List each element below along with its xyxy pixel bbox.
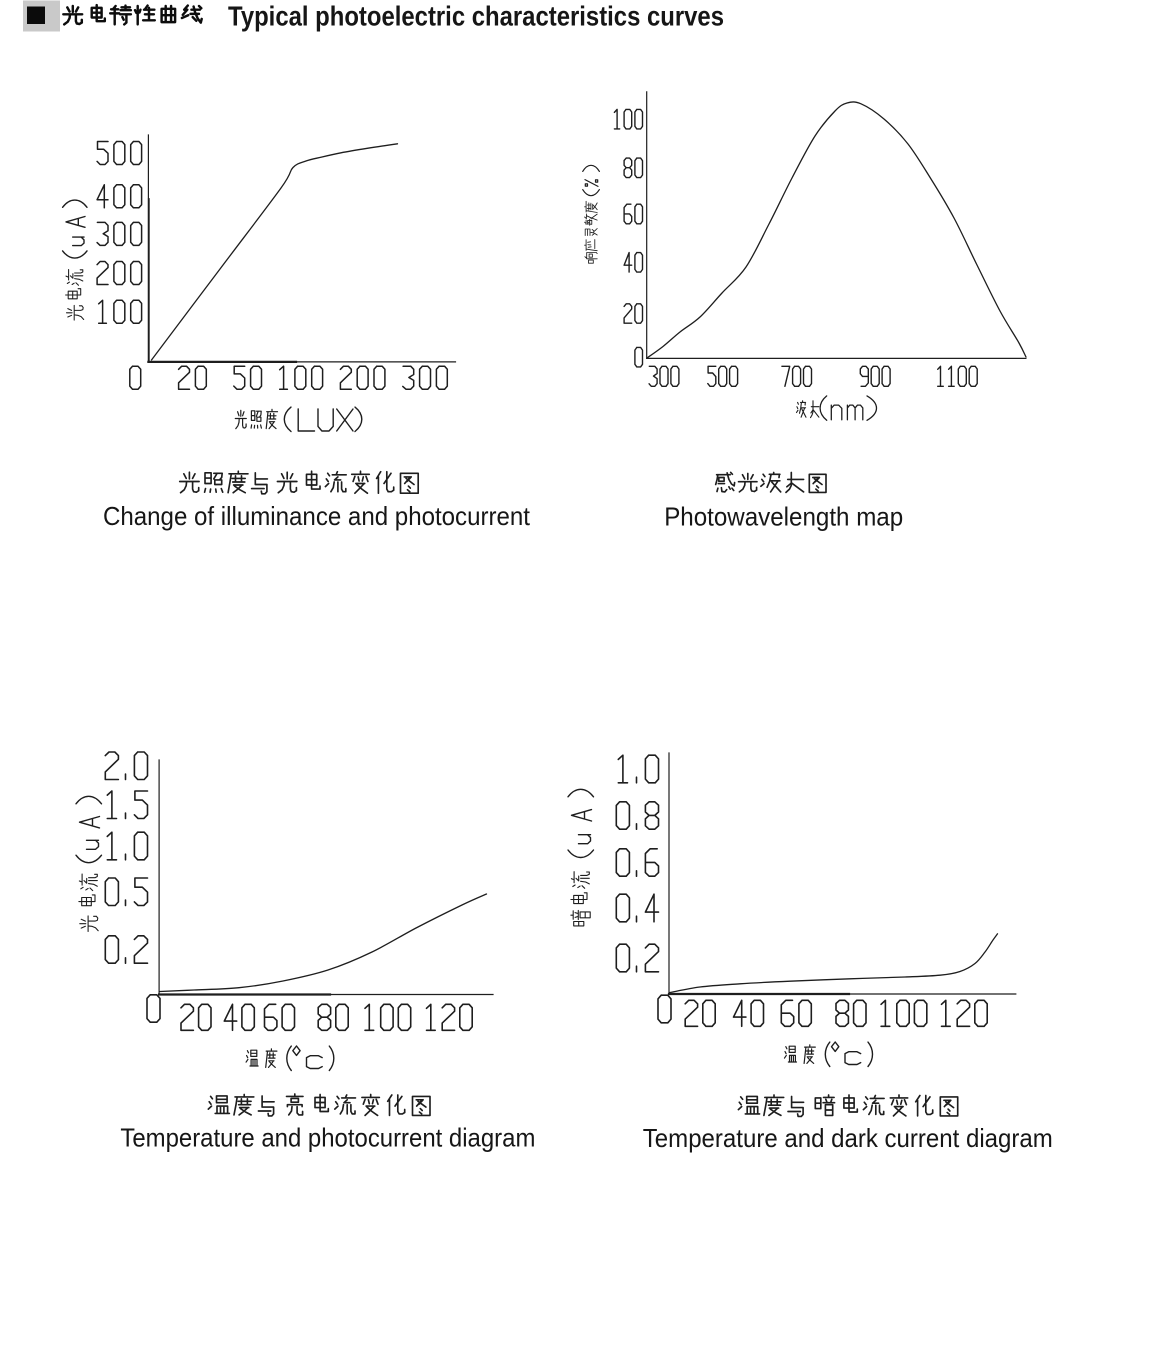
svg-text:Temperature and dark current d: Temperature and dark current diagram [643,1123,1053,1153]
svg-text:Temperature and photocurrent d: Temperature and photocurrent diagram [120,1123,535,1153]
svg-text:Typical photoelectric characte: Typical photoelectric characteristics cu… [228,1,724,32]
svg-text:Photowavelength map: Photowavelength map [664,502,903,532]
svg-text:Change of illuminance and phot: Change of illuminance and photocurrent [103,501,531,531]
